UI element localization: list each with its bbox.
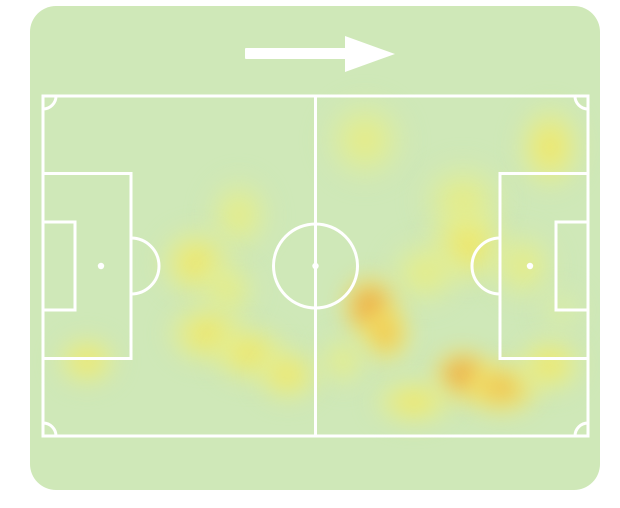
right-penalty-arc [470,236,502,296]
heat-blob [515,103,584,191]
heat-blob [360,304,413,364]
heat-blob [196,257,261,322]
arrow-head [345,36,395,72]
heat-blob [486,228,559,304]
heat-blob [342,274,398,339]
heat-blob [384,236,465,309]
heatmap-layer [30,6,600,490]
attacking-direction-arrow [245,36,395,72]
corner-arc-bottom-right [573,421,590,438]
right-penalty-area [498,172,590,360]
right-goal-area [554,220,590,312]
center-spot [312,262,319,270]
heat-blob [54,335,119,388]
pitch-panel [30,6,600,490]
heat-blob [416,159,509,244]
heat-blob [371,378,456,426]
heat-blob [320,96,409,185]
heat-blob [205,175,274,255]
right-penalty-spot [526,262,534,270]
heat-blob [432,348,493,401]
pitch-boundary [41,94,590,438]
heat-blob [515,334,584,395]
corner-arc-bottom-left [41,421,58,438]
heat-blob [210,324,291,385]
corner-arc-top-right [573,94,590,111]
left-goal-area [41,220,77,312]
heat-blob [157,226,234,299]
heat-blob [164,302,249,366]
center-circle [272,222,359,310]
heat-blob [460,360,541,417]
heat-blob [316,333,369,390]
heat-blob [534,284,587,337]
arrow-shaft [245,48,353,59]
left-penalty-spot [97,262,105,270]
left-penalty-area [41,172,133,360]
heat-blob [426,205,511,286]
left-penalty-arc [129,236,161,296]
corner-arc-top-left [41,94,58,111]
pitch-markings [41,94,590,438]
heat-blob [254,346,323,403]
